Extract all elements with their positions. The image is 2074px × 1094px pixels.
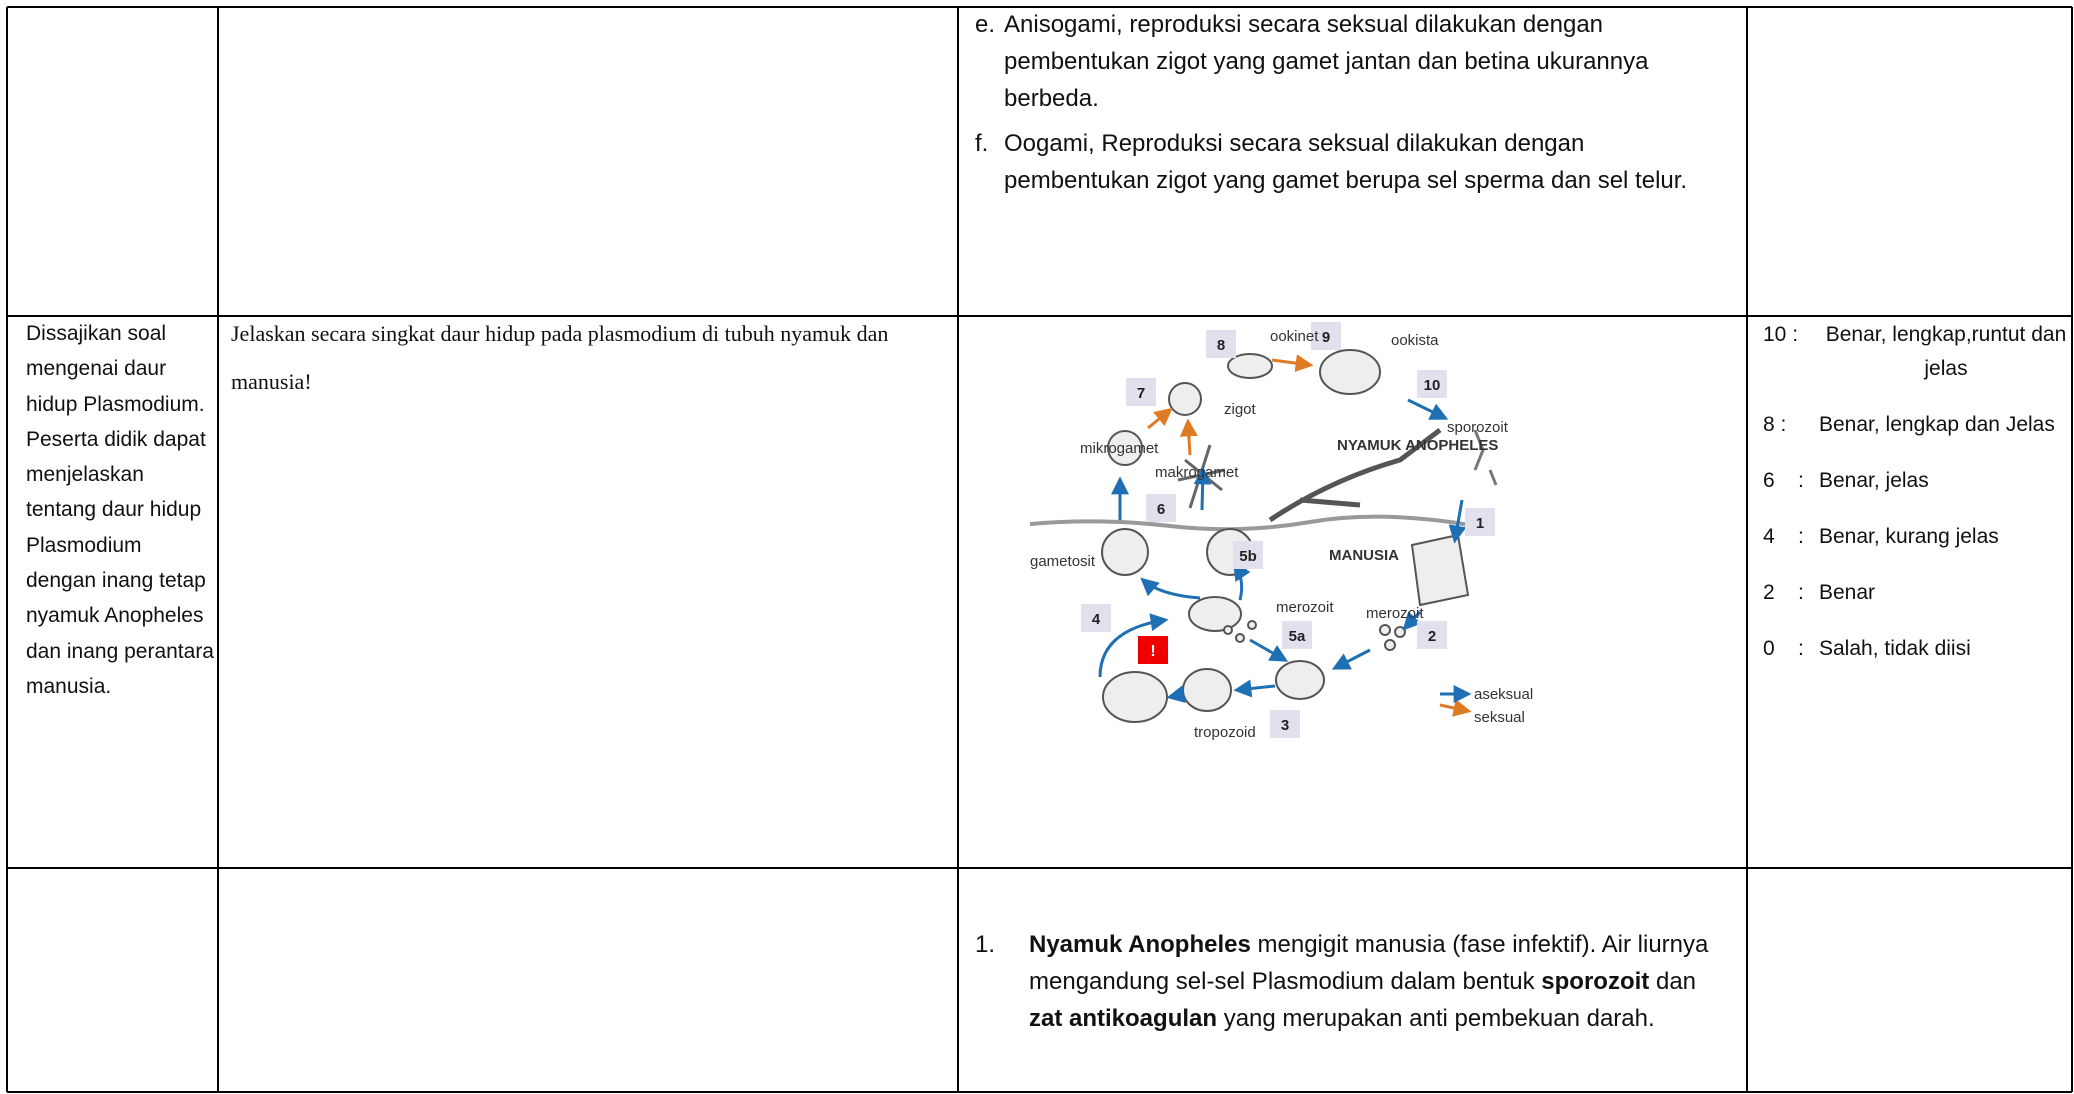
question-text: Jelaskan secara singkat daur hidup pada … <box>231 321 889 394</box>
grading-list: 10 : Benar, lengkap,runtut dan jelas 8 : Be… <box>1763 318 2073 688</box>
list-marker: e. <box>975 11 996 38</box>
grade-score: 8 : <box>1763 413 1787 436</box>
step-badge <box>1146 494 1176 522</box>
cell-list: 1. Nyamuk Anopheles mengigit manusia (fas… <box>975 926 1724 1045</box>
step-number: 1 <box>1476 515 1484 532</box>
grade-score: 4 : <box>1763 525 1804 548</box>
borders <box>6 6 2073 1093</box>
step-number: 8 <box>1217 337 1225 354</box>
diagram-label: NYAMUK ANOPHELES <box>1337 437 1498 454</box>
grade-score: 10 : <box>1763 323 1799 346</box>
step-badge <box>1417 621 1447 649</box>
step-number: 5a <box>1289 628 1306 645</box>
step-number: 5b <box>1239 548 1257 565</box>
diagram-label: ookinet <box>1270 328 1319 345</box>
step-badge <box>1282 621 1312 649</box>
grade-item: 8 : Benar, lengkap dan Jelas <box>1763 408 2073 442</box>
step-badge <box>1206 330 1236 358</box>
step-number: 10 <box>1424 377 1441 394</box>
list-item: e. Anisogami, reproduksi secara seksual d… <box>975 6 1724 117</box>
diagram-label: tropozoid <box>1194 724 1256 741</box>
life-cycle-diagram: ! 8 9 10 7 6 1 5b 4 5a 2 3 ookinet ookista zigot spor… <box>1029 322 1533 741</box>
diagram-label: aseksual <box>1474 686 1533 703</box>
diagram-label: gametosit <box>1030 553 1096 570</box>
grade-text: Benar, lengkap dan Jelas <box>1819 413 2055 436</box>
grade-score: 6 : <box>1763 469 1804 492</box>
diagram-label: MANUSIA <box>1329 547 1399 564</box>
list-marker: f. <box>975 130 989 157</box>
grade-item: 0 : Salah, tidak diisi <box>1763 632 2073 666</box>
list-item: f. Oogami, Reproduksi secara seksual dila… <box>975 125 1724 199</box>
step-badge <box>1417 370 1447 398</box>
diagram-label: merozoit <box>1366 605 1424 622</box>
grade-text: Benar, lengkap,runtut dan jelas <box>1825 323 2067 380</box>
diagram-label: sporozoit <box>1447 419 1509 436</box>
text: mengigit manusia (fase infektif). Air li… <box>1029 931 1709 995</box>
grade-item: 4 : Benar, kurang jelas <box>1763 520 2073 554</box>
cell-list: e. Anisogami, reproduksi secara seksual d… <box>975 6 1724 207</box>
diagram-label: zigot <box>1224 401 1257 418</box>
step-badges: 8 9 10 7 6 1 5b 4 5a 2 3 <box>1081 322 1495 738</box>
diagram-label: ookista <box>1391 332 1439 349</box>
step-badge <box>1233 541 1263 569</box>
step-badge <box>1126 378 1156 406</box>
bold-text: sporozoit <box>1541 968 1650 995</box>
step-badge <box>1465 508 1495 536</box>
grade-text: Benar, jelas <box>1819 469 1929 492</box>
step-badge <box>1270 710 1300 738</box>
step-number: 9 <box>1322 329 1330 346</box>
list-marker: 1. <box>975 931 996 958</box>
grade-item: 2 : Benar <box>1763 576 2073 610</box>
mosquito <box>1268 428 1442 523</box>
step-number: 4 <box>1092 611 1101 628</box>
grade-text: Salah, tidak diisi <box>1819 637 1971 660</box>
step-number: 2 <box>1428 628 1436 645</box>
list-text: Anisogami, reproduksi secara seksual dil… <box>1004 11 1649 112</box>
bold-text: zat antikoagulan <box>1029 1005 1218 1032</box>
grade-text: Benar, kurang jelas <box>1819 525 1999 548</box>
list-text: Oogami, Reproduksi secara seksual dilaku… <box>1004 130 1688 194</box>
list-text: Nyamuk Anopheles mengigit manusia (fase … <box>1029 926 1724 1037</box>
asexual-arrows <box>1098 398 1472 704</box>
sporozoit <box>1473 429 1498 486</box>
text: yang merupakan anti pembekuan darah. <box>1217 1005 1655 1032</box>
step-number: 6 <box>1157 501 1165 518</box>
step-number: 7 <box>1137 385 1145 402</box>
step-badge <box>1311 322 1341 350</box>
step-number: 3 <box>1281 717 1289 734</box>
warning: ! <box>1150 643 1155 660</box>
step-badge <box>1081 604 1111 632</box>
grade-score: 0 : <box>1763 637 1804 660</box>
grade-text: Benar <box>1819 581 1876 604</box>
grade-score: 2 : <box>1763 581 1804 604</box>
sexual-arrows <box>1147 354 1472 717</box>
diagram-label: mikrogamet <box>1080 440 1159 457</box>
warning-box <box>1138 636 1168 664</box>
text: dan <box>1649 968 1697 995</box>
diagram-label: seksual <box>1474 709 1525 726</box>
bold-text: Nyamuk Anopheles <box>1029 931 1251 958</box>
indicator-text: Dissajikan soal mengenai daur hidup Plas… <box>26 322 214 698</box>
diagram-label: makrogamet <box>1155 464 1239 481</box>
grade-item: 6 : Benar, jelas <box>1763 464 2073 498</box>
grade-item: 10 : Benar, lengkap,runtut dan jelas <box>1763 318 2073 386</box>
ground-line <box>1029 514 1471 532</box>
cells <box>1101 349 1470 723</box>
diagram-label: merozoit <box>1276 599 1334 616</box>
list-item: 1. Nyamuk Anopheles mengigit manusia (fas… <box>975 926 1724 1037</box>
